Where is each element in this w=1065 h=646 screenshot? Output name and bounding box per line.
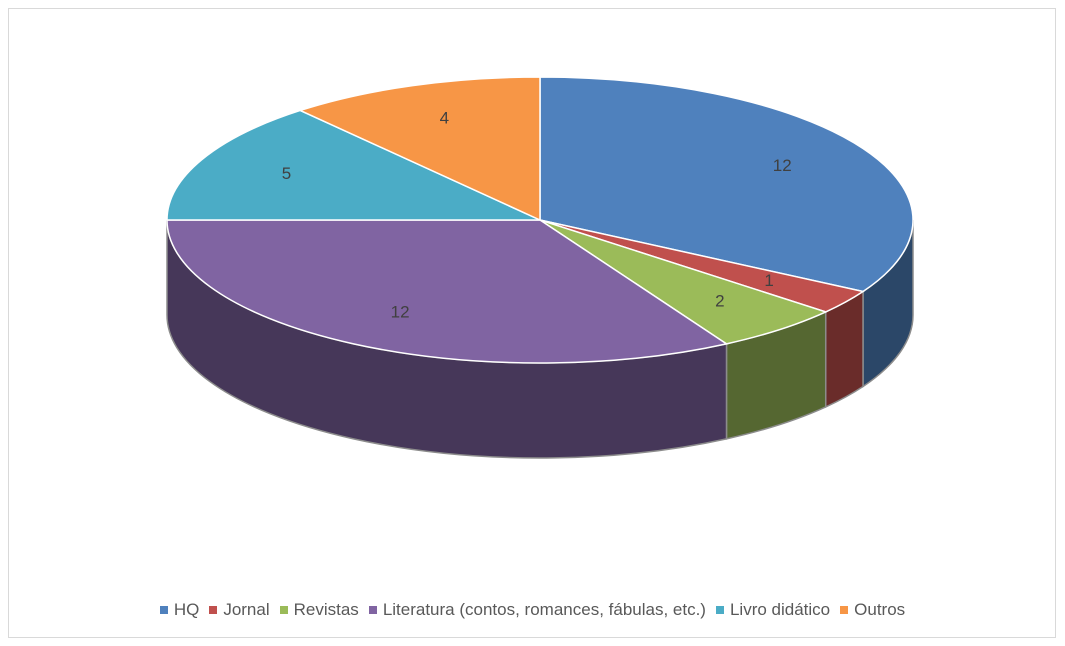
data-label: 4 — [440, 109, 449, 128]
legend-swatch — [279, 606, 288, 614]
legend-swatch — [840, 606, 849, 614]
legend-label: HQ — [173, 600, 200, 619]
slice — [298, 76, 541, 222]
legend-label: Outros — [854, 600, 906, 619]
data-label: 12 — [773, 156, 792, 175]
slice — [166, 219, 729, 364]
legend-item: Livro didático — [715, 600, 831, 620]
legend-swatch — [209, 606, 218, 614]
legend-item: Revistas — [279, 600, 359, 620]
slice — [539, 219, 828, 345]
legend-item: Literatura (contos, romances, fábulas, e… — [368, 600, 706, 620]
legend-item: HQ — [159, 600, 200, 620]
legend-label: Literatura (contos, romances, fábulas, e… — [382, 600, 706, 619]
legend-label: Livro didático — [729, 600, 831, 619]
data-label: 5 — [282, 164, 291, 183]
legend-label: Revistas — [293, 600, 359, 619]
legend-swatch — [715, 606, 724, 614]
legend-label: Jornal — [223, 600, 270, 619]
data-label: 12 — [391, 302, 410, 321]
data-label: 1 — [764, 271, 773, 290]
chart-frame — [8, 8, 1056, 638]
legend-item: Outros — [840, 600, 905, 620]
slice — [539, 76, 914, 293]
legend-swatch — [368, 606, 377, 614]
legend: HQ Jornal Revistas Literatura (contos, roma… — [0, 600, 1065, 620]
data-label: 2 — [715, 292, 724, 311]
slice — [166, 109, 541, 221]
legend-item: Jornal — [209, 600, 270, 620]
legend-swatch — [159, 606, 168, 614]
